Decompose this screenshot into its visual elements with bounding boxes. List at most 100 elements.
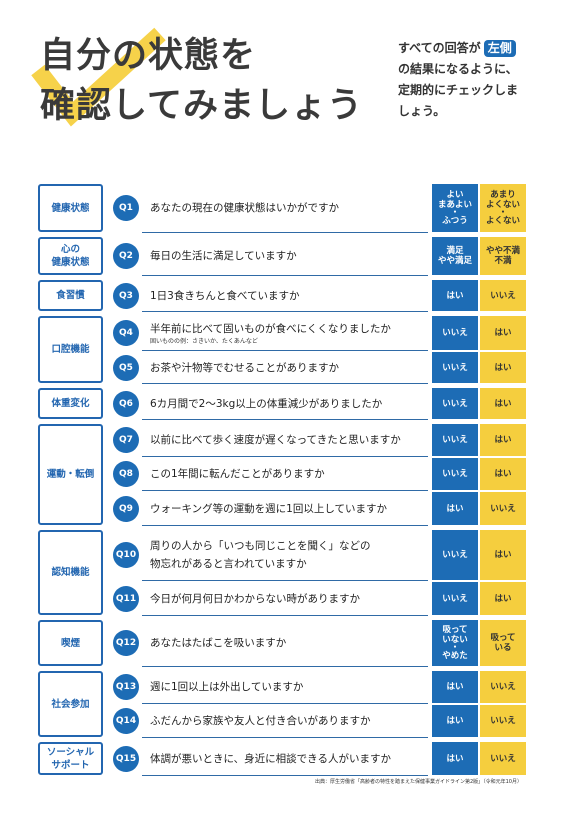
category-label-box: 社会参加 [38, 671, 103, 737]
answer-text-line: はい [494, 435, 512, 445]
category-label-line: 心の [60, 244, 80, 255]
question-text-line: あなたはたばこを吸いますか [150, 637, 287, 649]
caution-answer-cell: はい [480, 388, 526, 419]
caution-answer-cell: はい [480, 458, 526, 490]
answer-text-line: はい [446, 682, 464, 692]
question-number-badge: Q14 [113, 708, 139, 734]
question-number-badge: Q10 [113, 542, 139, 568]
answer-text-line: よくない [485, 216, 520, 226]
answer-text-line: 吸って [442, 625, 468, 635]
question-text: 周りの人から「いつも同じことを聞く」などの 物忘れがあると言われていますか [150, 529, 428, 581]
page-title-line-2: 確認してみましょう [40, 86, 363, 126]
answer-text-line: ・ [450, 643, 460, 653]
answer-text-line: いいえ [490, 716, 516, 726]
desired-answer-cell: いいえ [432, 388, 478, 419]
desired-answer-cell: いいえ [432, 582, 478, 615]
question-number-badge: Q6 [113, 390, 139, 417]
caution-answer-cell: はい [480, 352, 526, 383]
category-label-box: 口腔機能 [38, 316, 103, 383]
desired-answer-cell: いいえ [432, 352, 478, 383]
question-divider [142, 703, 428, 704]
question-text: 毎日の生活に満足していますか [150, 236, 428, 276]
answer-text-line: いいえ [490, 290, 516, 301]
question-number-badge: Q8 [113, 461, 139, 487]
question-divider [142, 666, 428, 667]
answer-text-line: はい [494, 362, 512, 373]
question-number-badge: Q1 [113, 195, 139, 221]
answer-text-line: いない [442, 635, 468, 645]
category-label-line: 喫煙 [60, 637, 80, 649]
question-note: 固いものの例：さきいか、たくあんなど [150, 338, 258, 345]
question-divider [142, 311, 428, 312]
question-text-line: 週に1回以上は外出していますか [150, 681, 304, 693]
caution-answer-cell: いいえ [480, 280, 526, 311]
caution-answer-cell: はい [480, 582, 526, 615]
answer-text-line: はい [494, 469, 512, 479]
question-divider [142, 775, 428, 776]
question-text-line: 体調が悪いときに、身近に相談できる人がいますか [150, 752, 391, 765]
question-text: 1日3食きちんと食べていますか [150, 279, 428, 312]
category-label-line: 口腔機能 [51, 344, 90, 355]
answer-text-line: 不満 [494, 256, 512, 266]
answer-text-line: あまり [490, 190, 516, 200]
checkmark-icon [31, 27, 166, 127]
question-text-line: 6カ月間で2～3kg以上の体重減少がありましたか [150, 397, 383, 410]
answer-text-line: いいえ [490, 503, 516, 514]
instruction-line-2: の結果になるように、 [398, 62, 518, 76]
question-text-line: ふだんから家族や友人と付き合いがありますか [150, 715, 371, 727]
desired-answer-cell: はい [432, 671, 478, 703]
question-text-line: 周りの人から「いつも同じことを聞く」などの [150, 540, 371, 552]
instruction-lead: すべての回答が [398, 41, 481, 55]
answer-text-line: 吸って [490, 633, 516, 643]
answer-text-line: はい [446, 716, 464, 726]
answer-text-line: いいえ [442, 398, 468, 409]
question-text: ふだんから家族や友人と付き合いがありますか [150, 704, 428, 738]
answer-text-line: はい [446, 290, 464, 301]
category-label-line: 健康状態 [51, 202, 90, 214]
answer-text-line: よくない [485, 200, 520, 210]
caution-answer-cell: いいえ [480, 492, 526, 525]
caution-answer-cell: あまり よくない・よくない [480, 184, 526, 232]
desired-answer-cell: いいえ [432, 316, 478, 350]
caution-answer-cell: いいえ [480, 671, 526, 703]
answer-text-line: よい [446, 190, 464, 200]
answer-text-line: はい [494, 593, 512, 604]
question-number-badge: Q15 [113, 745, 139, 772]
left-side-badge: 左側 [483, 40, 516, 57]
caution-answer-cell: いいえ [480, 705, 526, 737]
category-label-box: 食習慣 [38, 280, 103, 311]
question-divider [142, 419, 428, 420]
caution-answer-cell: 吸って いる [480, 620, 526, 666]
desired-answer-cell: 吸って いない・やめた [432, 620, 478, 666]
answer-text-line: はい [494, 328, 512, 338]
question-text: 週に1回以上は外出していますか [150, 670, 428, 704]
answer-text-line: いいえ [490, 682, 516, 692]
answer-text-line: やめた [442, 651, 468, 661]
caution-answer-cell: いいえ [480, 742, 526, 775]
answer-text-line: いいえ [490, 753, 516, 764]
question-text-line: 1日3食きちんと食べていますか [150, 289, 300, 302]
category-label-box: 体重変化 [38, 388, 103, 419]
category-label-box: 運動・転倒 [38, 424, 103, 525]
desired-answer-cell: はい [432, 742, 478, 775]
instruction-text: すべての回答が 左側 の結果になるように、 定期的にチェックしま しょう。 [398, 38, 518, 122]
answer-text-line: ・ [498, 208, 508, 218]
question-divider [142, 580, 428, 581]
instruction-line-1: すべての回答が 左側 [398, 38, 518, 59]
answer-text-line: やや不満 [485, 246, 520, 256]
category-label-line: ソーシャル [46, 746, 95, 758]
desired-answer-cell: いいえ [432, 458, 478, 490]
question-number-badge: Q5 [113, 354, 139, 381]
caution-answer-cell: はい [480, 316, 526, 350]
answer-text-line: いる [494, 643, 512, 653]
desired-answer-cell: よい まあよい・ふつう [432, 184, 478, 232]
question-text: 6カ月間で2～3kg以上の体重減少がありましたか [150, 387, 428, 420]
answer-text-line: やや満足 [437, 256, 472, 266]
answer-text-line: 満足 [446, 246, 464, 256]
question-text: 半年前に比べて固いものが食べにくくなりましたか 固いものの例：さきいか、たくあんな… [150, 315, 428, 351]
question-divider [142, 490, 428, 491]
category-label-line: 食習慣 [56, 290, 85, 301]
question-text-line: 毎日の生活に満足していますか [150, 250, 297, 262]
category-label-line: 健康状態 [51, 257, 90, 268]
